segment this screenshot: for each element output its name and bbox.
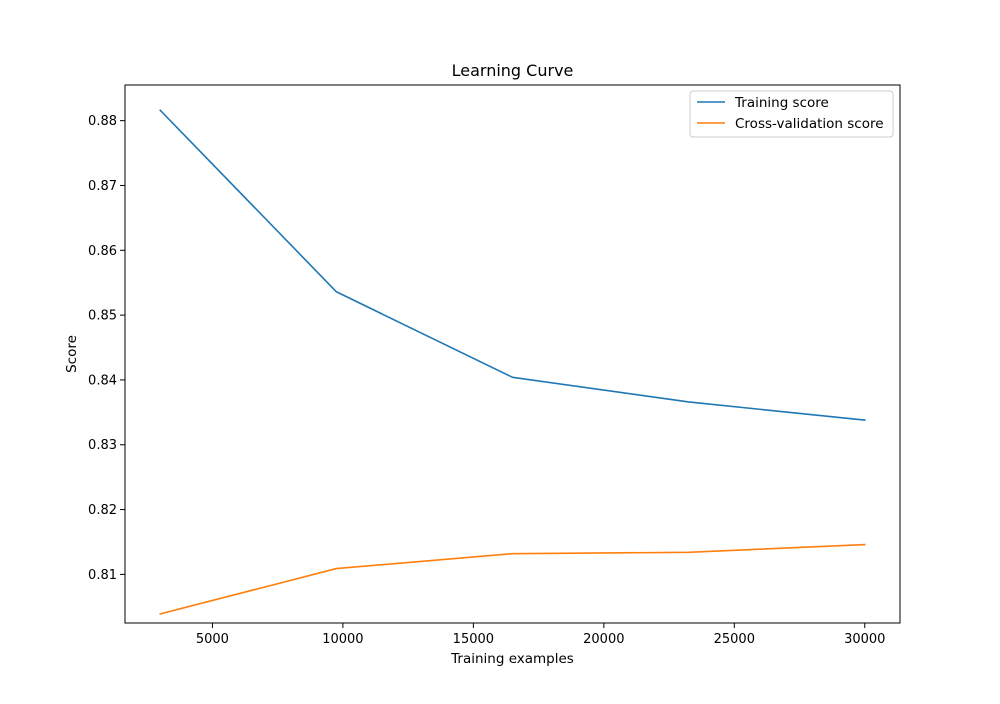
y-axis-label: Score [64, 335, 80, 373]
legend-label: Training score [734, 95, 829, 111]
y-tick-label: 0.86 [88, 244, 117, 259]
x-tick-label: 15000 [453, 632, 494, 647]
x-tick-label: 5000 [196, 632, 229, 647]
y-tick-label: 0.82 [88, 503, 117, 518]
y-tick-label: 0.83 [88, 438, 117, 453]
y-tick-label: 0.81 [88, 568, 117, 583]
y-tick-label: 0.84 [88, 373, 117, 388]
legend: Training score Cross-validation score [690, 91, 893, 137]
x-tick-label: 25000 [714, 632, 755, 647]
y-tick-label: 0.88 [88, 114, 117, 129]
x-tick-label: 30000 [844, 632, 885, 647]
x-axis-label: Training examples [450, 651, 574, 667]
x-tick-label: 10000 [322, 632, 363, 647]
chart-title: Learning Curve [452, 61, 574, 80]
x-tick-label: 20000 [583, 632, 624, 647]
y-tick-label: 0.85 [88, 309, 117, 324]
legend-label: Cross-validation score [735, 116, 884, 132]
y-tick-label: 0.87 [88, 179, 117, 194]
